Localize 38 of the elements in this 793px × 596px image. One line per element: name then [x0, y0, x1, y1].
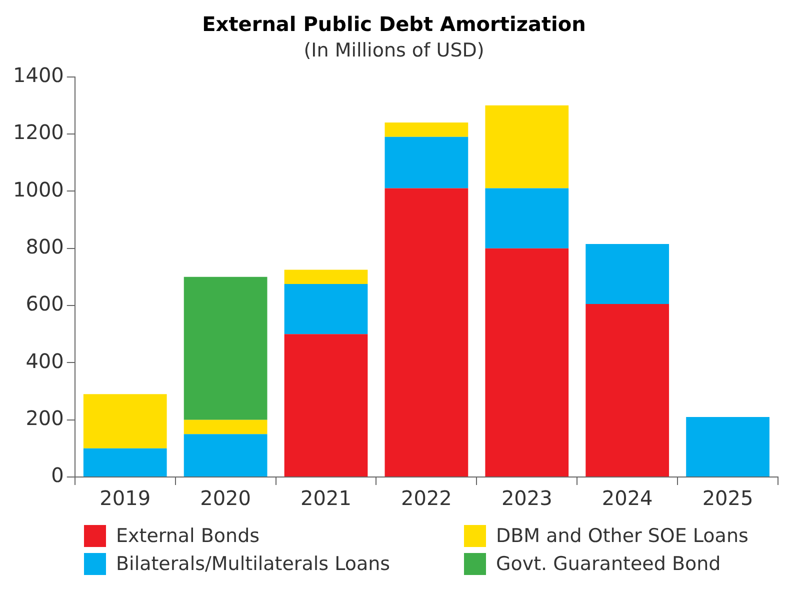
- x-tick-label: 2020: [200, 486, 252, 510]
- chart-title: External Public Debt Amortization: [202, 12, 586, 36]
- legend-label: External Bonds: [116, 525, 260, 547]
- y-tick-label: 800: [26, 234, 64, 259]
- bar: [485, 248, 569, 476]
- legend-label: Bilaterals/Multilaterals Loans: [116, 553, 390, 575]
- bar: [83, 448, 167, 476]
- y-tick-label: 0: [51, 463, 64, 488]
- chart-subtitle: (In Millions of USD): [304, 39, 484, 62]
- bar: [485, 188, 569, 248]
- bar: [284, 284, 368, 334]
- legend-label: Govt. Guaranteed Bond: [496, 553, 721, 575]
- y-tick-label: 1200: [12, 120, 64, 144]
- bar: [384, 188, 468, 476]
- bar: [184, 420, 268, 434]
- x-tick-label: 2021: [300, 486, 352, 510]
- bar: [284, 270, 368, 284]
- y-tick-label: 600: [26, 292, 64, 316]
- y-tick-label: 1000: [12, 177, 64, 202]
- bar: [384, 136, 468, 188]
- x-tick-label: 2023: [501, 486, 552, 510]
- legend-label: DBM and Other SOE Loans: [496, 525, 748, 547]
- bar: [586, 304, 670, 476]
- bar: [184, 434, 268, 476]
- y-tick-label: 400: [26, 348, 64, 373]
- x-tick-label: 2022: [400, 486, 452, 510]
- bar: [184, 276, 268, 420]
- x-tick-label: 2024: [602, 486, 653, 510]
- bar: [284, 334, 368, 476]
- bar: [586, 244, 670, 304]
- y-tick-label: 1400: [12, 63, 64, 88]
- y-tick-label: 200: [26, 406, 64, 430]
- bar: [485, 105, 569, 188]
- bar: [686, 416, 770, 476]
- x-tick-label: 2025: [702, 486, 754, 510]
- x-tick-label: 2019: [100, 486, 151, 510]
- bar: [83, 394, 167, 448]
- bar: [384, 122, 468, 137]
